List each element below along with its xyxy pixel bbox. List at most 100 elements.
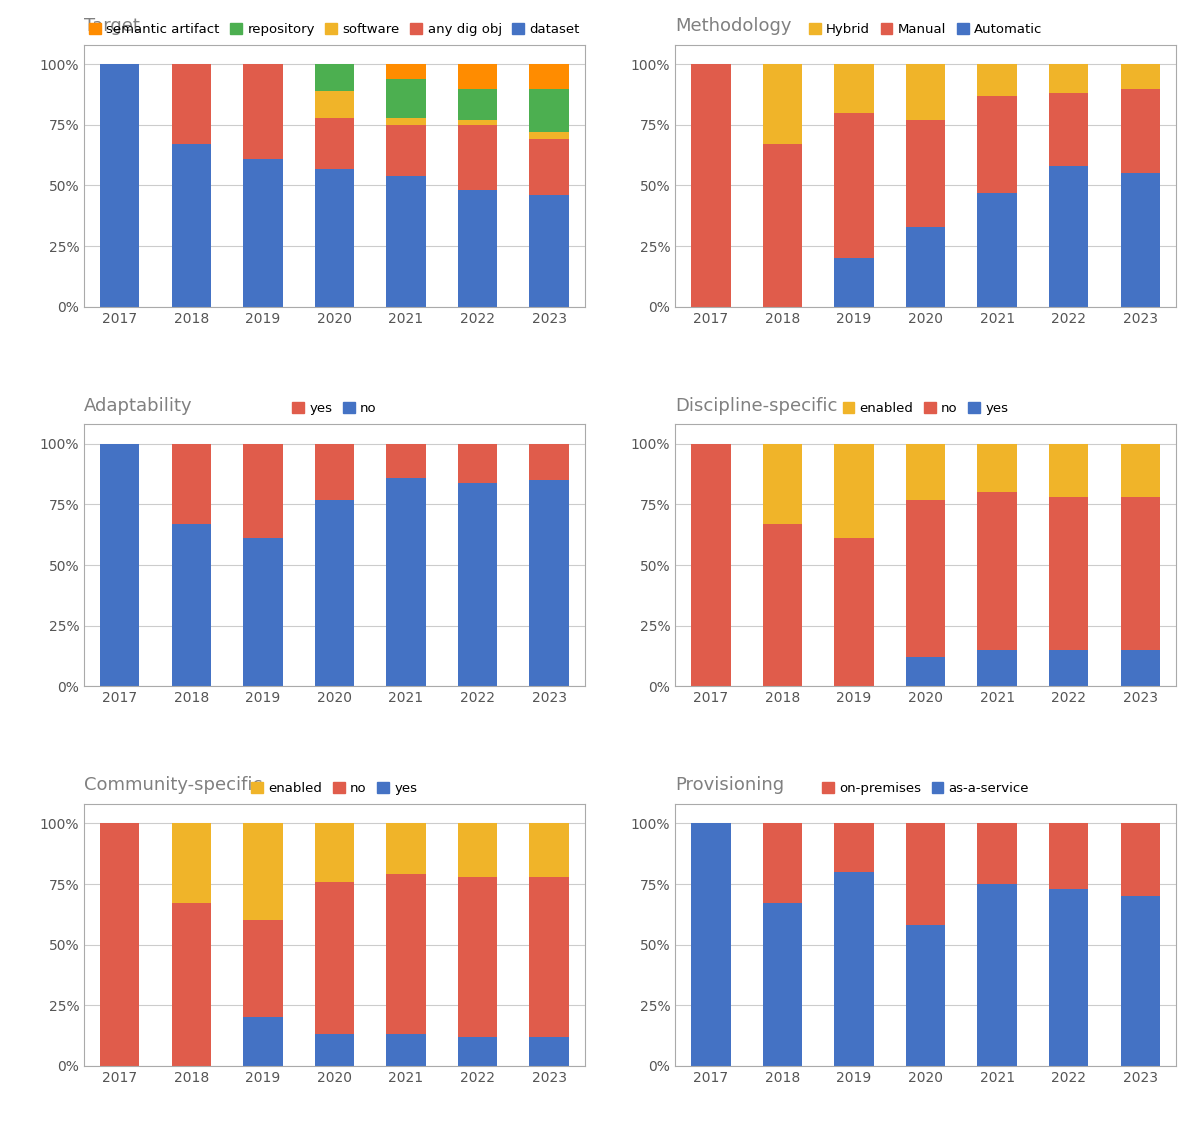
Bar [763,64,802,145]
Bar [1121,174,1160,306]
Bar [906,120,946,227]
Legend: Hybrid, Manual, Automatic: Hybrid, Manual, Automatic [804,18,1048,42]
Bar [386,444,426,478]
Bar [978,650,1016,687]
Bar [244,444,282,539]
Bar [386,478,426,687]
Text: Provisioning: Provisioning [676,776,785,794]
Bar [834,872,874,1066]
Bar [100,824,139,1066]
Bar [834,112,874,258]
Bar [529,195,569,306]
Bar [906,657,946,687]
Bar [386,874,426,1034]
Bar [978,493,1016,650]
Bar [978,64,1016,95]
Bar [906,444,946,499]
Bar [244,64,282,159]
Bar [172,903,211,1066]
Bar [458,1037,497,1066]
Bar [691,824,731,1066]
Bar [1049,166,1088,306]
Bar [906,499,946,657]
Bar [763,145,802,306]
Bar [458,64,497,89]
Bar [1121,444,1160,497]
Bar [1049,444,1088,497]
Bar [906,926,946,1066]
Bar [834,539,874,687]
Text: Target: Target [84,17,140,35]
Bar [244,159,282,306]
Text: Community-specific: Community-specific [84,776,263,794]
Bar [314,1034,354,1066]
Bar [314,882,354,1034]
Bar [386,118,426,125]
Bar [529,89,569,132]
Bar [314,64,354,91]
Bar [978,884,1016,1066]
Bar [386,64,426,79]
Bar [1121,497,1160,650]
Bar [386,1034,426,1066]
Bar [314,824,354,882]
Bar [1121,896,1160,1066]
Bar [458,444,497,482]
Bar [906,64,946,120]
Bar [529,876,569,1037]
Bar [978,444,1016,493]
Bar [1049,889,1088,1066]
Bar [1121,824,1160,896]
Bar [529,64,569,89]
Legend: on-premises, as-a-service: on-premises, as-a-service [816,776,1034,800]
Bar [978,95,1016,193]
Legend: yes, no: yes, no [287,397,382,421]
Bar [172,824,211,903]
Bar [386,79,426,118]
Bar [834,824,874,872]
Bar [691,444,731,687]
Bar [529,1037,569,1066]
Bar [314,168,354,306]
Bar [386,824,426,874]
Legend: enabled, no, yes: enabled, no, yes [246,776,422,800]
Bar [834,258,874,306]
Legend: semantic artifact, repository, software, any dig obj, dataset: semantic artifact, repository, software,… [84,18,586,42]
Bar [386,125,426,176]
Bar [458,482,497,687]
Bar [1049,497,1088,650]
Bar [978,193,1016,306]
Bar [172,444,211,524]
Bar [529,132,569,139]
Bar [172,524,211,687]
Bar [244,1018,282,1066]
Bar [172,145,211,306]
Bar [458,876,497,1037]
Bar [906,824,946,926]
Bar [1049,650,1088,687]
Bar [100,444,139,687]
Bar [529,480,569,687]
Bar [314,444,354,499]
Bar [458,120,497,125]
Bar [763,444,802,524]
Bar [1049,824,1088,889]
Bar [906,227,946,306]
Bar [1121,64,1160,89]
Bar [244,920,282,1018]
Bar [763,824,802,903]
Bar [458,89,497,120]
Bar [529,444,569,480]
Bar [529,824,569,876]
Bar [978,824,1016,884]
Bar [763,903,802,1066]
Bar [314,499,354,687]
Bar [458,824,497,876]
Bar [1121,650,1160,687]
Bar [458,125,497,191]
Bar [763,524,802,687]
Text: Adaptability: Adaptability [84,396,193,415]
Bar [314,91,354,118]
Legend: enabled, no, yes: enabled, no, yes [838,397,1014,421]
Bar [1121,89,1160,174]
